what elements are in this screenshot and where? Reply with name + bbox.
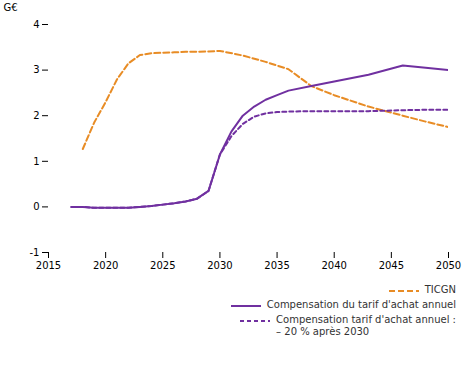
html-text:TICGN: TICGN bbox=[424, 284, 456, 295]
svg-text:2: 2 bbox=[33, 110, 39, 121]
svg-text:2015: 2015 bbox=[36, 260, 61, 271]
svg-text:2045: 2045 bbox=[379, 260, 404, 271]
svg-text:2020: 2020 bbox=[93, 260, 118, 271]
svg-text:2030: 2030 bbox=[207, 260, 232, 271]
svg-text:2035: 2035 bbox=[264, 260, 289, 271]
svg-text:-1: -1 bbox=[30, 247, 40, 258]
svg-text:3: 3 bbox=[33, 64, 39, 75]
svg-text:1: 1 bbox=[33, 156, 39, 167]
html-text:Compensation tarif d'achat ann: Compensation tarif d'achat annuel : – 20… bbox=[276, 314, 456, 337]
svg-text:G€: G€ bbox=[4, 2, 18, 13]
svg-text:0: 0 bbox=[33, 201, 39, 212]
svg-text:4: 4 bbox=[33, 19, 39, 30]
svg-text:2050: 2050 bbox=[436, 260, 461, 271]
html-text:Compensation du tarif d'achat: Compensation du tarif d'achat annuel bbox=[266, 299, 456, 310]
svg-text:2025: 2025 bbox=[150, 260, 175, 271]
svg-text:2040: 2040 bbox=[321, 260, 346, 271]
